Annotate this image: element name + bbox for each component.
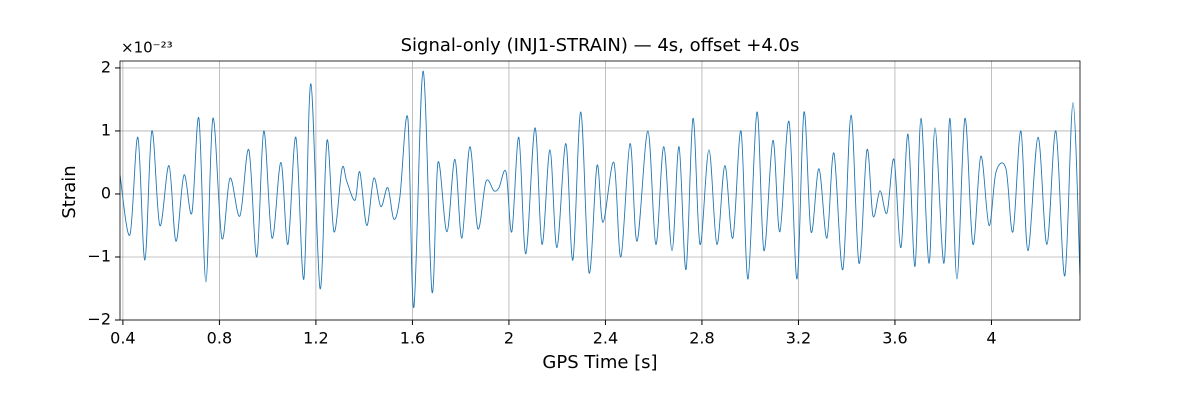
y-tick-label: 0 xyxy=(101,183,111,202)
y-offset-label: ×10⁻²³ xyxy=(121,39,173,57)
y-axis-label: Strain xyxy=(59,165,80,218)
x-tick-label: 3.6 xyxy=(882,329,907,348)
x-axis-label: GPS Time [s] xyxy=(542,352,657,373)
signal-line xyxy=(120,70,1080,308)
x-tick-label: 1.2 xyxy=(303,329,328,348)
y-tick-label: −1 xyxy=(87,246,111,265)
x-tick-label: 0.4 xyxy=(110,329,135,348)
chart-title: Signal-only (INJ1-STRAIN) — 4s, offset +… xyxy=(401,35,800,56)
y-tick-label: 1 xyxy=(101,120,111,139)
x-tick-label: 2.4 xyxy=(593,329,618,348)
plot-frame xyxy=(119,60,1081,321)
x-tick-label: 2 xyxy=(504,329,514,348)
x-tick-label: 2.8 xyxy=(689,329,714,348)
x-tick-label: 3.2 xyxy=(786,329,811,348)
x-tick-label: 1.6 xyxy=(400,329,425,348)
y-tick-label: 2 xyxy=(101,57,111,76)
y-tick-label: −2 xyxy=(87,310,111,329)
x-tick-label: 0.8 xyxy=(207,329,232,348)
x-tick-label: 4 xyxy=(986,329,996,348)
